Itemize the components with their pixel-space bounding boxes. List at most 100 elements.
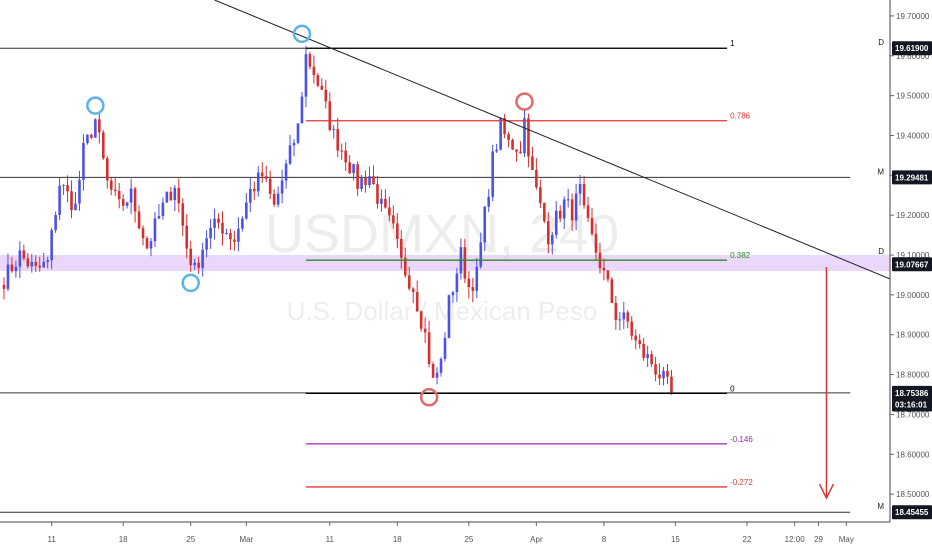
candle-body	[288, 145, 292, 164]
candle-body	[42, 261, 46, 268]
fib-level-label: 0	[730, 384, 735, 393]
candle-body	[507, 134, 510, 140]
candle-body	[308, 54, 312, 67]
candle-body	[161, 202, 165, 217]
candle-body	[360, 178, 363, 189]
candle-body	[384, 198, 387, 208]
candle-body	[403, 257, 407, 276]
candle-body	[475, 266, 479, 291]
y-tick-label: 19.50000	[896, 92, 930, 101]
candle-body	[217, 218, 220, 223]
candle-body	[451, 292, 455, 296]
candle-body	[531, 156, 534, 170]
candle-body	[650, 354, 653, 365]
candle-body	[221, 222, 224, 234]
level-side-label: M	[877, 167, 884, 176]
candle-body	[125, 202, 129, 206]
x-tick-label: 25	[464, 535, 473, 544]
watermark-symbol: USDMXN, 240	[265, 204, 619, 264]
candle-body	[439, 358, 443, 373]
price-badge	[892, 385, 932, 400]
support-zone	[0, 255, 890, 271]
candle-body	[527, 118, 530, 157]
candle-body	[10, 264, 14, 272]
candle-body	[332, 129, 336, 131]
candle-body	[368, 176, 371, 186]
candle-body	[173, 187, 177, 201]
candle-body	[121, 199, 125, 206]
candle-body	[268, 178, 272, 194]
fib-level-label: 0.382	[730, 251, 751, 260]
price-badge	[892, 41, 932, 56]
candle-body	[256, 172, 260, 192]
candle-body	[193, 262, 196, 266]
candle-body	[249, 188, 252, 203]
y-tick-label: 19.60000	[896, 52, 930, 61]
candle-body	[399, 238, 403, 258]
price-badge-label: 03:16:01	[895, 400, 928, 409]
pivot-circle	[86, 96, 105, 115]
candle-body	[66, 185, 69, 192]
candle-body	[574, 193, 578, 221]
candle-body	[654, 364, 657, 375]
x-tick-label: 11	[47, 535, 56, 544]
candle-body	[380, 198, 383, 204]
candle-body	[312, 66, 316, 76]
x-tick-label: 29	[814, 535, 823, 544]
candle-body	[229, 232, 232, 240]
candle-body	[264, 176, 268, 179]
candle-body	[535, 169, 538, 188]
candle-body	[435, 372, 439, 378]
candle-body	[98, 119, 101, 133]
candle-body	[388, 207, 391, 216]
candle-body	[102, 132, 105, 159]
x-tick-label: 12:00	[785, 535, 806, 544]
candle-body	[423, 328, 427, 333]
price-badge	[892, 397, 932, 412]
level-side-label: D	[878, 247, 884, 256]
candle-body	[117, 191, 121, 200]
candle-body	[356, 164, 359, 189]
candle-body	[634, 335, 638, 341]
candle-body	[427, 332, 431, 364]
candle-body	[300, 96, 304, 124]
x-tick-label: 8	[602, 535, 607, 544]
y-tick-label: 19.40000	[896, 131, 930, 140]
candle-body	[463, 247, 467, 279]
fib-level-label: 1	[730, 39, 735, 48]
descending-trendline	[214, 0, 891, 280]
candle-body	[149, 241, 153, 249]
candle-body	[622, 312, 626, 320]
fib-level-label: 0.786	[730, 112, 751, 121]
candle-body	[610, 279, 614, 303]
x-tick-label: 22	[743, 535, 752, 544]
candle-body	[241, 218, 244, 229]
price-badge	[892, 170, 932, 185]
candle-body	[666, 370, 669, 377]
candle-body	[197, 262, 200, 268]
candle-body	[58, 185, 61, 216]
candle-body	[550, 234, 554, 245]
candle-body	[46, 260, 49, 262]
candle-body	[419, 311, 423, 329]
x-tick-label: 18	[119, 535, 128, 544]
candle-body	[352, 164, 355, 174]
candle-body	[70, 191, 73, 211]
candle-body	[570, 199, 574, 221]
candle-body	[364, 178, 367, 186]
candle-body	[145, 238, 149, 249]
candle-body	[157, 216, 161, 219]
candle-body	[280, 180, 284, 194]
y-tick-label: 19.00000	[896, 291, 930, 300]
candle-body	[467, 278, 471, 288]
candle-body	[658, 374, 661, 379]
y-tick-label: 19.70000	[896, 12, 930, 21]
candle-body	[209, 227, 212, 239]
level-side-label: D	[878, 38, 884, 47]
candle-body	[396, 223, 399, 239]
candle-body	[82, 143, 85, 180]
candle-body	[62, 185, 65, 187]
price-badge-label: 18.75386	[895, 389, 929, 398]
pivot-circle	[181, 273, 200, 293]
